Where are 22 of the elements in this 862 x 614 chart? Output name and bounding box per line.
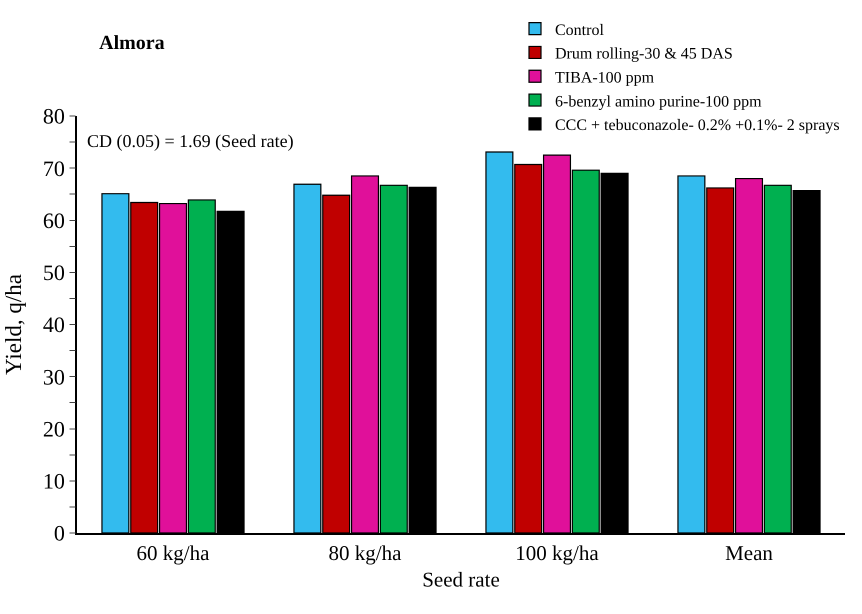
y-tick-label: 60 [42,208,65,233]
x-tick-label: 100 kg/ha [515,540,600,565]
chart-title: Almora [99,32,165,54]
x-tick-label: 60 kg/ha [136,540,210,565]
y-axis-title: Yield, q/ha [0,274,26,375]
legend-label: 6-benzyl amino purine-100 ppm [555,93,762,110]
legend-label: Control [555,22,604,39]
x-axis-title: Seed rate [422,568,500,592]
y-tick-label: 10 [42,468,65,494]
y-tick-label: 50 [42,260,65,286]
legend-label: Drum rolling-30 & 45 DAS [555,46,733,63]
y-tick-label: 80 [42,104,65,129]
x-tick-label: Mean [725,540,774,565]
annotation: CD (0.05) = 1.69 (Seed rate) [87,131,294,151]
y-tick-label: 70 [42,156,65,181]
y-tick-label: 30 [42,364,65,390]
legend-label: TIBA-100 ppm [555,69,655,86]
x-tick-label: 80 kg/ha [328,540,402,565]
legend-label: CCC + tebuconazole- 0.2% +0.1%- 2 sprays [555,117,840,134]
y-tick-label: 40 [42,312,65,338]
y-tick-label: 20 [42,416,65,442]
y-tick-label: 0 [54,520,65,546]
